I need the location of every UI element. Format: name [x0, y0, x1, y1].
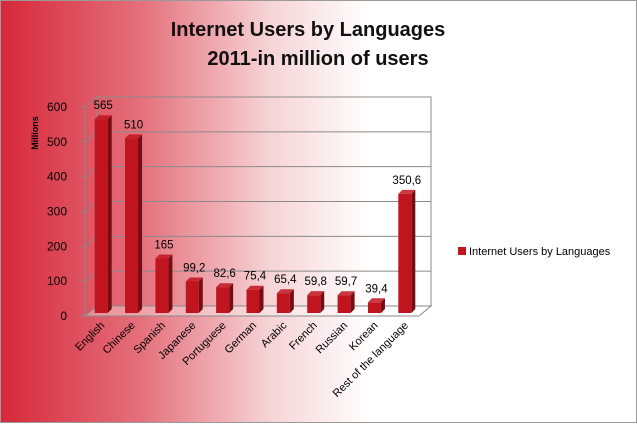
bar-top	[125, 134, 143, 139]
bar-top	[246, 285, 264, 290]
data-label: 350,6	[392, 175, 421, 187]
bar	[276, 293, 290, 313]
bar-side	[198, 277, 203, 313]
gridline-diagonal	[84, 96, 98, 108]
y-tick-label: 100	[47, 274, 67, 288]
x-tick-label: Chinese	[101, 320, 138, 357]
bar	[398, 193, 412, 313]
bar-top	[94, 115, 112, 120]
data-label: 565	[94, 100, 113, 112]
bar-top	[367, 298, 385, 303]
legend-label: Internet Users by Languages	[469, 246, 611, 258]
bar	[367, 302, 381, 313]
chart-title-line-2: 2011-in million of users	[207, 48, 428, 70]
bar	[337, 295, 351, 313]
data-label: 165	[154, 240, 173, 252]
bar	[246, 289, 260, 313]
chart-title-line-1: Internet Users by Languages	[171, 19, 446, 41]
y-axis-label: Millions	[30, 116, 40, 150]
bar	[307, 295, 321, 313]
x-tick-label: German	[223, 320, 260, 357]
y-tick-label: 500	[47, 135, 67, 149]
y-tick-label: 300	[47, 205, 67, 219]
data-label: 99,2	[183, 262, 205, 274]
data-label: 59,7	[335, 276, 357, 288]
y-tick-label: 400	[47, 170, 67, 184]
x-tick-label: Russian	[314, 320, 351, 357]
bar-side	[320, 291, 325, 313]
data-label: 510	[124, 119, 143, 131]
bar	[155, 258, 169, 313]
legend-swatch	[458, 247, 466, 255]
bar	[94, 119, 108, 313]
bar-side	[411, 189, 416, 313]
data-label: 82,6	[213, 268, 235, 280]
data-label: 39,4	[365, 283, 388, 295]
bar-side	[289, 289, 294, 313]
bar-side	[259, 285, 264, 313]
bar-side	[380, 298, 385, 313]
data-label: 65,4	[274, 274, 297, 286]
bar	[185, 281, 199, 313]
y-tick-label: 200	[47, 239, 67, 253]
bar-top	[307, 291, 325, 296]
x-tick-label: Arabic	[259, 319, 290, 350]
data-label: 75,4	[244, 271, 267, 283]
bar	[125, 138, 139, 313]
bar-side	[138, 134, 143, 313]
bar-top	[155, 254, 173, 259]
bar-side	[229, 283, 234, 313]
bar-top	[185, 277, 203, 282]
data-label: 59,8	[305, 276, 327, 288]
y-tick-label: 600	[47, 100, 67, 114]
bar	[216, 287, 230, 313]
bar-side	[168, 254, 173, 313]
bar-top	[276, 289, 294, 294]
bar-top	[398, 189, 416, 194]
bar-side	[107, 115, 112, 313]
y-tick-label: 0	[60, 309, 67, 323]
bar-top	[216, 283, 234, 288]
bar-side	[350, 291, 355, 313]
bar-top	[337, 291, 355, 296]
